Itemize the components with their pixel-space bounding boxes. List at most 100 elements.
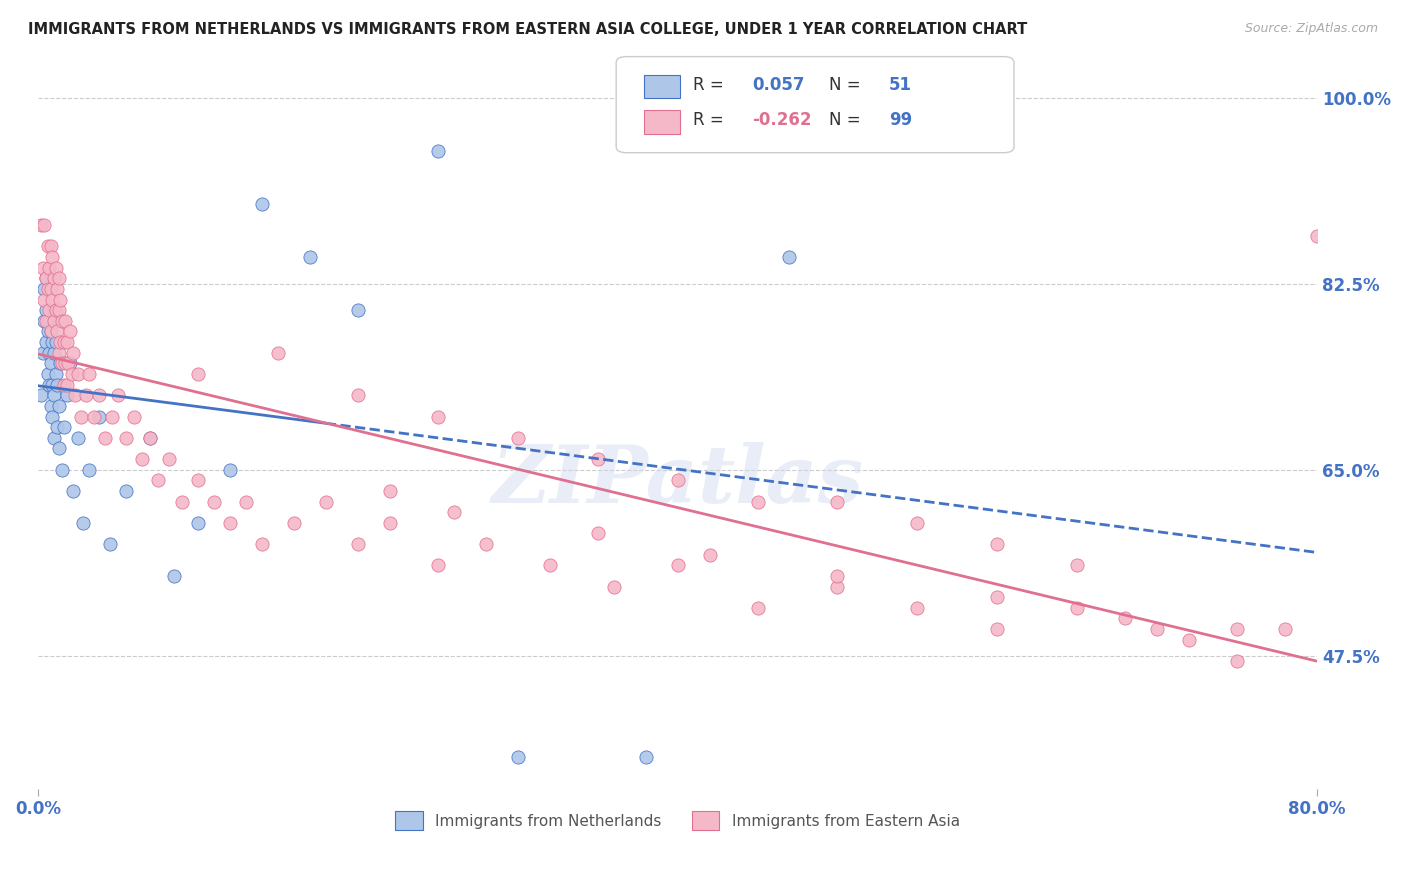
Point <box>170 494 193 508</box>
Point <box>538 558 561 573</box>
Point <box>42 345 65 359</box>
Point <box>87 409 110 424</box>
Point <box>1146 622 1168 636</box>
Point <box>905 516 928 530</box>
Point <box>30 218 52 232</box>
Point <box>747 600 769 615</box>
Point <box>986 622 1008 636</box>
Point <box>267 345 290 359</box>
Point <box>38 303 60 318</box>
Point <box>187 473 209 487</box>
Point <box>346 388 368 402</box>
Point <box>49 356 72 370</box>
Point <box>39 282 62 296</box>
Point <box>666 558 689 573</box>
Point <box>634 749 657 764</box>
Point <box>42 303 65 318</box>
Point <box>146 473 169 487</box>
Point <box>38 314 60 328</box>
Point <box>72 516 94 530</box>
Point <box>139 431 162 445</box>
Point <box>51 314 73 328</box>
Point <box>41 250 63 264</box>
Point <box>55 388 77 402</box>
Point <box>35 314 58 328</box>
Point <box>48 442 70 456</box>
Point <box>45 260 67 275</box>
Point <box>202 494 225 508</box>
Point <box>75 388 97 402</box>
Point <box>298 250 321 264</box>
Point <box>115 431 138 445</box>
Point <box>55 377 77 392</box>
Point <box>39 325 62 339</box>
Point <box>187 516 209 530</box>
Point <box>41 293 63 307</box>
Point <box>38 260 60 275</box>
Legend: Immigrants from Netherlands, Immigrants from Eastern Asia: Immigrants from Netherlands, Immigrants … <box>389 805 966 836</box>
Point <box>38 345 60 359</box>
Text: 51: 51 <box>889 76 911 95</box>
Point <box>59 356 82 370</box>
Point <box>42 431 65 445</box>
Point <box>83 409 105 424</box>
Point <box>46 420 69 434</box>
Text: R =: R = <box>693 76 728 95</box>
Point <box>45 367 67 381</box>
Point <box>45 303 67 318</box>
Point <box>70 409 93 424</box>
Point <box>46 377 69 392</box>
Point <box>51 463 73 477</box>
Point <box>77 463 100 477</box>
FancyBboxPatch shape <box>644 110 681 134</box>
Text: N =: N = <box>828 76 865 95</box>
Point <box>1306 228 1329 243</box>
Point <box>443 505 465 519</box>
Point <box>49 293 72 307</box>
Point <box>52 377 75 392</box>
Point <box>315 494 337 508</box>
Point <box>602 580 624 594</box>
Point <box>107 388 129 402</box>
Point <box>986 591 1008 605</box>
Point <box>48 345 70 359</box>
Point <box>122 409 145 424</box>
Point <box>283 516 305 530</box>
Point <box>905 600 928 615</box>
Point <box>474 537 496 551</box>
Point <box>35 271 58 285</box>
Point <box>34 314 56 328</box>
Point <box>37 282 59 296</box>
Point <box>139 431 162 445</box>
Text: 0.057: 0.057 <box>752 76 804 95</box>
Point <box>62 345 84 359</box>
Text: IMMIGRANTS FROM NETHERLANDS VS IMMIGRANTS FROM EASTERN ASIA COLLEGE, UNDER 1 YEA: IMMIGRANTS FROM NETHERLANDS VS IMMIGRANT… <box>28 22 1028 37</box>
Point <box>1114 611 1136 625</box>
Text: N =: N = <box>828 112 865 129</box>
Point <box>163 569 186 583</box>
Point <box>39 239 62 253</box>
Point <box>52 335 75 350</box>
Point <box>250 197 273 211</box>
Point <box>1066 558 1088 573</box>
Point <box>34 293 56 307</box>
Point <box>100 409 122 424</box>
Point <box>827 569 849 583</box>
Point <box>157 452 180 467</box>
Point <box>98 537 121 551</box>
Point <box>506 749 529 764</box>
Point <box>30 388 52 402</box>
Point <box>66 431 89 445</box>
Point <box>51 356 73 370</box>
Point <box>62 483 84 498</box>
Point <box>115 483 138 498</box>
Point <box>235 494 257 508</box>
Point <box>666 473 689 487</box>
Point <box>46 325 69 339</box>
Point <box>218 463 240 477</box>
Point <box>49 335 72 350</box>
Point <box>37 239 59 253</box>
Point <box>378 483 401 498</box>
Point <box>60 367 83 381</box>
Point <box>35 335 58 350</box>
